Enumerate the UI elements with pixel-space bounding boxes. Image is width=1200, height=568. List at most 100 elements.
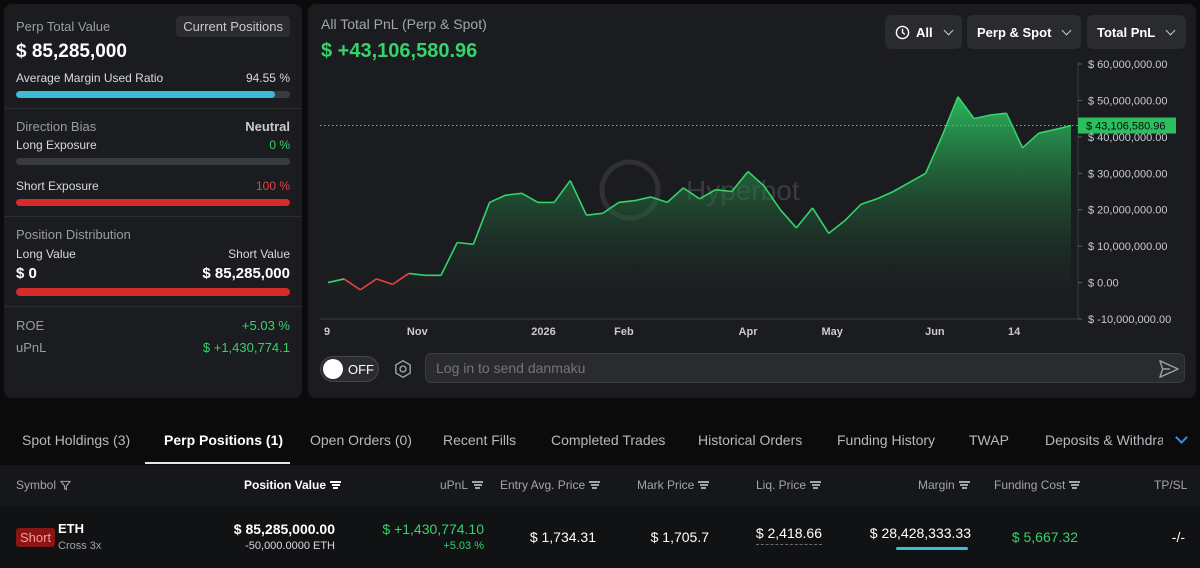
- table-row[interactable]: Short ETH Cross 3x $ 85,285,000.00 -50,0…: [0, 505, 1200, 568]
- pnl-line-segment: [811, 207, 830, 234]
- column-header-entry-price-label: Entry Avg. Price: [500, 478, 586, 492]
- liq-price[interactable]: $ 2,418.66: [755, 525, 822, 545]
- pnl-line-segment: [973, 114, 991, 120]
- danmaku-toggle[interactable]: OFF: [320, 356, 379, 382]
- pnl-line-segment: [957, 96, 975, 120]
- x-tick-label: 9: [324, 326, 330, 338]
- time-range-label: All: [916, 24, 933, 40]
- position-size: -50,000.0000 ETH: [245, 540, 335, 552]
- pnl-line-segment: [521, 192, 539, 204]
- perp-total-value-label: Perp Total Value: [16, 19, 111, 34]
- pnl-line-segment: [392, 272, 410, 286]
- tab-open-orders[interactable]: Open Orders (0): [310, 432, 412, 448]
- pnl-line-segment: [699, 188, 717, 200]
- sort-icon: [330, 481, 342, 489]
- pnl-line-segment: [1005, 112, 1024, 149]
- pnl-line-segment: [990, 112, 1007, 116]
- pnl-line-segment: [1022, 132, 1040, 149]
- pnl-line-segment: [472, 202, 491, 245]
- short-exposure-bar: [16, 199, 290, 206]
- pnl-line-segment: [569, 180, 588, 216]
- tab-spot-holdings[interactable]: Spot Holdings (3): [22, 432, 131, 448]
- column-header-position-value[interactable]: Position Value: [244, 478, 342, 492]
- current-value-tag: [1078, 117, 1176, 134]
- pnl-line-segment: [763, 185, 781, 211]
- symbol-name[interactable]: ETH: [58, 521, 84, 536]
- roe-value: +5.03 %: [241, 318, 290, 333]
- toggle-label: OFF: [348, 361, 374, 377]
- pnl-line-segment: [715, 188, 732, 193]
- send-icon[interactable]: [1158, 359, 1180, 379]
- long-exposure-label: Long Exposure: [16, 138, 97, 152]
- y-tick-label: $ 20,000,000.00: [1088, 205, 1168, 217]
- pnl-line-segment: [909, 172, 927, 184]
- tab-twap[interactable]: TWAP: [969, 432, 1009, 448]
- pnl-line-segment: [892, 181, 910, 193]
- pnl-line-segment: [1038, 128, 1056, 134]
- column-header-position-value-label: Position Value: [244, 478, 327, 492]
- column-header-mark-price[interactable]: Mark Price: [637, 478, 710, 492]
- current-positions-button[interactable]: Current Positions: [176, 16, 290, 37]
- column-header-funding-cost-label: Funding Cost: [994, 478, 1066, 492]
- tab-funding-history[interactable]: Funding History: [837, 432, 936, 448]
- time-range-dropdown[interactable]: All: [885, 15, 962, 49]
- upnl-value: $ +1,430,774.1: [202, 340, 290, 355]
- tab-historical-orders[interactable]: Historical Orders: [698, 432, 803, 448]
- x-tick-label: Nov: [407, 326, 429, 338]
- y-tick-label: $ 10,000,000.00: [1088, 241, 1168, 253]
- column-header-funding-cost[interactable]: Funding Cost: [994, 478, 1081, 492]
- pnl-line-segment: [376, 278, 393, 286]
- margin-value[interactable]: $ 28,428,333.33: [869, 525, 971, 541]
- funding-cost: $ 5,667.32: [1011, 529, 1078, 545]
- position-distribution-label: Position Distribution: [16, 227, 131, 242]
- pnl-area-fill: [328, 96, 1071, 320]
- column-header-liq-price[interactable]: Liq. Price: [756, 478, 822, 492]
- sort-icon: [1069, 481, 1081, 489]
- tab-perp-positions[interactable]: Perp Positions (1): [164, 432, 284, 448]
- position-value: $ 85,285,000.00: [233, 521, 335, 537]
- pnl-line-segment: [779, 209, 798, 229]
- danmaku-input[interactable]: [425, 353, 1185, 383]
- sort-icon: [698, 481, 710, 489]
- pnl-line-segment: [747, 170, 765, 187]
- tab-deposits-withdraw[interactable]: Deposits & Withdraw: [1045, 432, 1163, 448]
- metric-dropdown[interactable]: Total PnL: [1087, 15, 1186, 49]
- filter-icon[interactable]: [60, 480, 72, 491]
- tab-recent-fills[interactable]: Recent Fills: [443, 432, 517, 448]
- column-header-mark-price-label: Mark Price: [637, 478, 695, 492]
- tpsl-value[interactable]: -/-: [1171, 529, 1185, 545]
- sort-icon: [472, 481, 484, 489]
- y-tick-label: $ 0.00: [1088, 278, 1119, 290]
- pnl-chart-panel: All Total PnL (Perp & Spot) $ +43,106,58…: [308, 4, 1196, 398]
- tab-completed-trades[interactable]: Completed Trades: [551, 432, 666, 448]
- x-tick-label: Jun: [925, 326, 945, 338]
- settings-icon[interactable]: [392, 358, 414, 380]
- x-tick-label: Apr: [739, 326, 759, 338]
- position-distribution-bar: [16, 288, 290, 296]
- column-header-entry-price[interactable]: Entry Avg. Price: [500, 478, 601, 492]
- pnl-line-segment: [343, 278, 361, 291]
- short-exposure-label: Short Exposure: [16, 179, 99, 193]
- metric-label: Total PnL: [1097, 24, 1156, 40]
- sort-icon: [958, 481, 970, 489]
- pnl-line-segment: [602, 201, 620, 215]
- direction-bias-value: Neutral: [245, 119, 290, 134]
- pnl-line-segment: [860, 198, 878, 206]
- pnl-line-segment: [327, 278, 345, 284]
- y-tick-label: $ 50,000,000.00: [1088, 95, 1168, 107]
- pnl-line-segment: [844, 203, 862, 222]
- column-header-symbol[interactable]: Symbol: [16, 478, 72, 492]
- summary-panel: Perp Total Value Current Positions $ 85,…: [4, 4, 302, 398]
- positions-tabs: Spot Holdings (3) Perp Positions (1) Ope…: [0, 422, 1200, 464]
- column-header-upnl[interactable]: uPnL: [440, 478, 484, 492]
- asset-type-dropdown[interactable]: Perp & Spot: [967, 15, 1081, 49]
- upnl-label: uPnL: [16, 340, 47, 355]
- column-header-symbol-label: Symbol: [16, 478, 57, 492]
- margin-usage-bar: [896, 547, 968, 550]
- toggle-knob: [323, 359, 343, 379]
- asset-type-label: Perp & Spot: [977, 24, 1052, 40]
- avg-margin-bar: [16, 91, 290, 98]
- column-header-margin-label: Margin: [918, 478, 955, 492]
- column-header-margin[interactable]: Margin: [918, 478, 970, 492]
- y-tick-label: $ -10,000,000.00: [1088, 314, 1171, 326]
